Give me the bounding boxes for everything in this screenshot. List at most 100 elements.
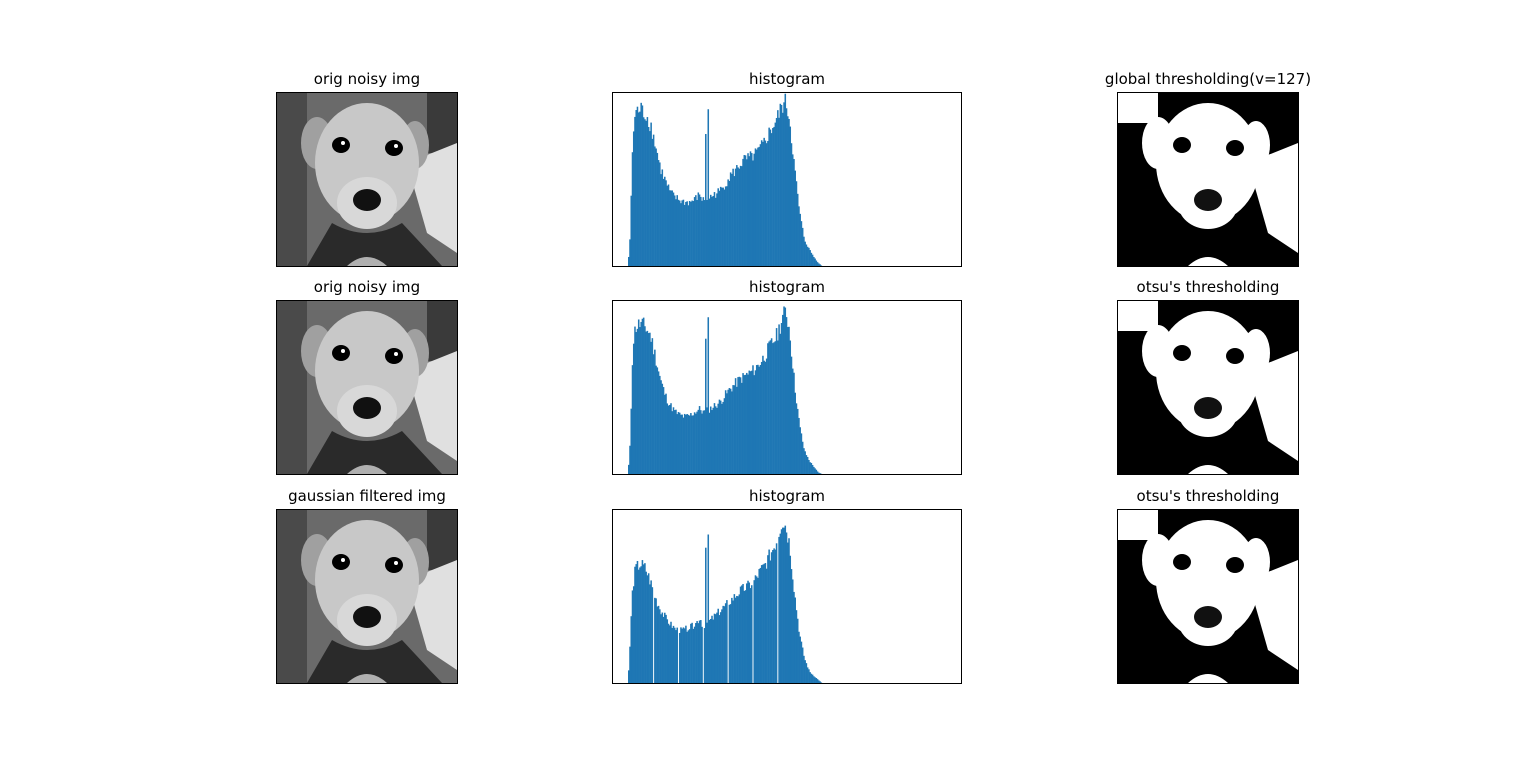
histogram-bar bbox=[712, 407, 715, 474]
chest-light bbox=[1188, 674, 1228, 683]
dog-nose bbox=[1194, 189, 1222, 211]
histogram-bar bbox=[737, 167, 739, 266]
histogram-bar bbox=[634, 566, 636, 683]
histogram-bar bbox=[637, 112, 640, 266]
histogram-bar bbox=[645, 120, 647, 266]
histogram-bar bbox=[728, 180, 731, 266]
histogram-bar bbox=[628, 256, 630, 266]
image-panel bbox=[276, 300, 458, 475]
histogram-bar bbox=[657, 371, 660, 474]
panel-title: histogram bbox=[748, 278, 826, 296]
histogram-bar bbox=[727, 389, 729, 474]
left-eye bbox=[1173, 554, 1191, 570]
histogram-bar bbox=[718, 399, 721, 474]
histogram-bar bbox=[804, 660, 806, 683]
histogram-bar bbox=[739, 377, 742, 474]
histogram-bar bbox=[721, 609, 723, 683]
histogram-bar bbox=[791, 368, 794, 474]
histogram-bar bbox=[706, 622, 708, 683]
histogram-bar bbox=[789, 555, 792, 683]
histogram-bar bbox=[693, 626, 696, 683]
histogram-bar bbox=[782, 527, 784, 683]
panel-title: gaussian filtered img bbox=[288, 487, 446, 505]
histogram-bar bbox=[785, 532, 788, 683]
histogram-bar bbox=[629, 445, 631, 474]
histogram-bar bbox=[743, 590, 746, 683]
histogram-bar bbox=[721, 403, 723, 474]
histogram-bar bbox=[798, 631, 800, 683]
histogram-bar bbox=[772, 550, 774, 683]
histogram-bar bbox=[672, 625, 675, 683]
histogram-bar bbox=[706, 199, 708, 266]
histogram-bar bbox=[678, 412, 681, 474]
histogram-bar bbox=[808, 459, 810, 474]
histogram-bar bbox=[813, 676, 815, 683]
histogram-bar bbox=[701, 413, 703, 474]
histogram-bar bbox=[803, 448, 805, 474]
histogram-bar bbox=[675, 409, 677, 474]
histogram-bar bbox=[749, 371, 752, 474]
histogram-bar bbox=[731, 391, 733, 474]
histogram-bar bbox=[688, 629, 691, 683]
histogram-bar bbox=[731, 173, 733, 266]
histogram-bar bbox=[784, 307, 787, 474]
histogram-bar bbox=[747, 153, 749, 266]
histogram-bar bbox=[687, 414, 690, 474]
histogram-bar bbox=[775, 117, 778, 266]
histogram-bar bbox=[805, 455, 808, 474]
histogram-bar bbox=[800, 641, 803, 683]
histogram-bar bbox=[785, 317, 788, 474]
histogram-bar bbox=[642, 564, 645, 683]
histogram-bar bbox=[691, 200, 693, 266]
histogram-bar bbox=[678, 200, 681, 266]
histogram-bar bbox=[709, 406, 712, 474]
histogram-bar bbox=[779, 333, 782, 474]
histogram-bar bbox=[731, 597, 733, 683]
histogram-bar bbox=[649, 332, 651, 474]
histogram-bar bbox=[818, 680, 820, 683]
histogram-bar bbox=[738, 168, 741, 266]
histogram-bar bbox=[671, 411, 674, 474]
histogram-bar bbox=[690, 201, 692, 266]
histogram-bar bbox=[736, 595, 738, 683]
dog-chest bbox=[307, 223, 442, 266]
histogram-bar bbox=[656, 606, 659, 683]
top-right-dark bbox=[427, 93, 457, 153]
histogram-bar bbox=[717, 608, 719, 683]
histogram-bar bbox=[737, 377, 739, 474]
histogram-bar bbox=[686, 414, 688, 474]
histogram-bar bbox=[692, 201, 695, 266]
histogram-bar bbox=[783, 527, 785, 683]
histogram-bar bbox=[813, 257, 815, 266]
histogram-bar bbox=[707, 109, 710, 266]
histogram-bar bbox=[736, 386, 738, 474]
histogram-bar bbox=[749, 151, 752, 266]
histogram-bar bbox=[661, 383, 664, 474]
histogram-bar bbox=[767, 343, 769, 474]
histogram-bar bbox=[779, 103, 782, 266]
dog-chest bbox=[1148, 431, 1283, 474]
histogram-bar bbox=[754, 148, 757, 266]
histogram-bar bbox=[733, 176, 736, 266]
histogram-bar bbox=[635, 564, 637, 683]
histogram-bar bbox=[650, 341, 652, 474]
histogram-bar bbox=[757, 364, 759, 474]
histogram-bar bbox=[773, 342, 775, 474]
histogram-bar bbox=[768, 127, 770, 266]
histogram-panel bbox=[612, 509, 962, 684]
histogram-bar bbox=[744, 590, 747, 683]
histogram-bar bbox=[660, 174, 662, 266]
histogram-bar bbox=[810, 252, 813, 266]
histogram-bar bbox=[799, 427, 801, 474]
histogram-bar bbox=[668, 625, 671, 683]
histogram-bar bbox=[649, 584, 651, 683]
histogram-bar bbox=[726, 393, 728, 474]
histogram-bar bbox=[667, 623, 670, 683]
histogram-bar bbox=[734, 597, 737, 683]
histogram-bar bbox=[695, 413, 697, 474]
histogram-bar bbox=[719, 612, 722, 683]
histogram-bar bbox=[787, 326, 789, 474]
histogram-bar bbox=[774, 341, 777, 474]
histogram-bar bbox=[785, 108, 788, 266]
histogram-bar bbox=[804, 241, 806, 266]
